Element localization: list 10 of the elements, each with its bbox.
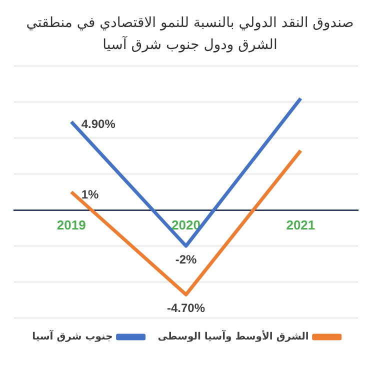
x-tick-label: 2019 bbox=[56, 217, 86, 232]
chart-title: صندوق النقد الدولي بالنسبة للنمو الاقتصادي في منطقتي الشرق ودول جنوب شرق آسيا bbox=[25, 14, 355, 55]
legend-label: الشرق الأوسط وآسيا الوسطى bbox=[158, 330, 309, 343]
data-label: -2% bbox=[175, 252, 197, 266]
data-label: -4.70% bbox=[166, 300, 206, 315]
x-tick-label: 2021 bbox=[286, 217, 316, 232]
legend-label: جنوب شرق آسيا bbox=[32, 330, 113, 343]
data-label: 1% bbox=[81, 187, 100, 202]
data-label: 4.90% bbox=[81, 117, 116, 132]
x-tick-label: 2020 bbox=[172, 217, 200, 232]
